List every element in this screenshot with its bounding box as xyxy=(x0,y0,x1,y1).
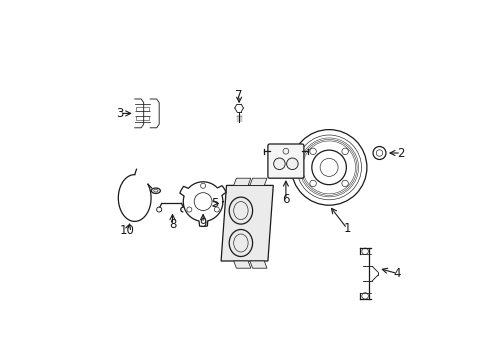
Text: 3: 3 xyxy=(116,107,124,120)
Text: 8: 8 xyxy=(168,219,176,231)
Text: 5: 5 xyxy=(211,197,218,210)
Text: 1: 1 xyxy=(343,222,350,235)
Circle shape xyxy=(286,158,298,170)
Text: 10: 10 xyxy=(120,224,135,237)
Text: 4: 4 xyxy=(393,267,401,280)
Circle shape xyxy=(273,158,285,170)
Bar xyxy=(136,107,149,111)
FancyBboxPatch shape xyxy=(267,144,303,178)
Polygon shape xyxy=(249,261,266,268)
Polygon shape xyxy=(233,178,250,185)
Bar xyxy=(136,116,149,120)
Text: 2: 2 xyxy=(397,147,404,159)
Text: 9: 9 xyxy=(199,217,206,230)
Text: 6: 6 xyxy=(282,193,289,206)
Polygon shape xyxy=(249,178,266,185)
Text: 7: 7 xyxy=(235,89,243,102)
Polygon shape xyxy=(233,261,250,268)
Polygon shape xyxy=(221,185,273,261)
